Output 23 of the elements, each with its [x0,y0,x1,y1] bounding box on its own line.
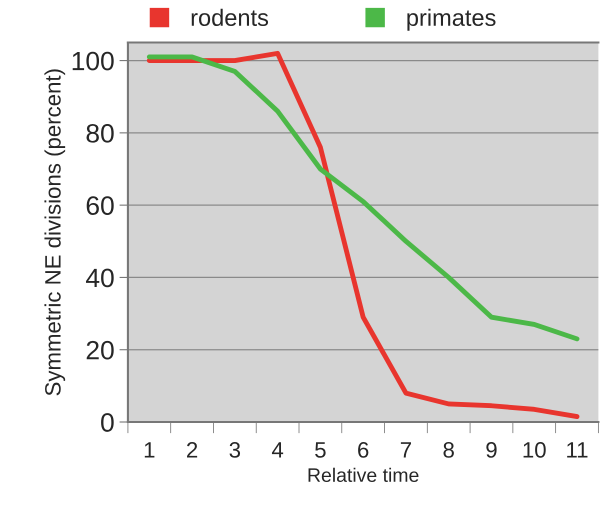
x-tick-label: 9 [486,442,497,458]
line-series [146,54,580,342]
y-tick-label: 40 [86,268,114,288]
y-tick-label: 20 [86,340,114,360]
x-tick-label: 4 [272,442,284,458]
x-tick-label: 7 [400,442,411,458]
x-tick-label: 6 [358,442,368,458]
x-tick-label: 10 [524,442,546,458]
legend-label: rodents [192,8,268,26]
x-axis-title: Relative time [308,468,418,482]
x-tick-label: 2 [187,442,198,458]
x-tick-label: 5 [315,442,326,458]
x-tick-label: 11 [567,442,588,458]
y-tick-label: 100 [72,52,114,70]
legend-label: primates [407,8,496,31]
y-tick-label: 60 [86,196,114,215]
x-tick-label: 8 [443,442,454,458]
y-tick-label: 80 [86,124,114,143]
x-tick-label: 3 [230,442,240,458]
y-tick-label: 0 [101,413,114,432]
x-tick-label: 1 [144,442,154,458]
line-series [146,50,580,420]
y-axis-title: Symmetric NE divisions (percent) [44,69,66,396]
